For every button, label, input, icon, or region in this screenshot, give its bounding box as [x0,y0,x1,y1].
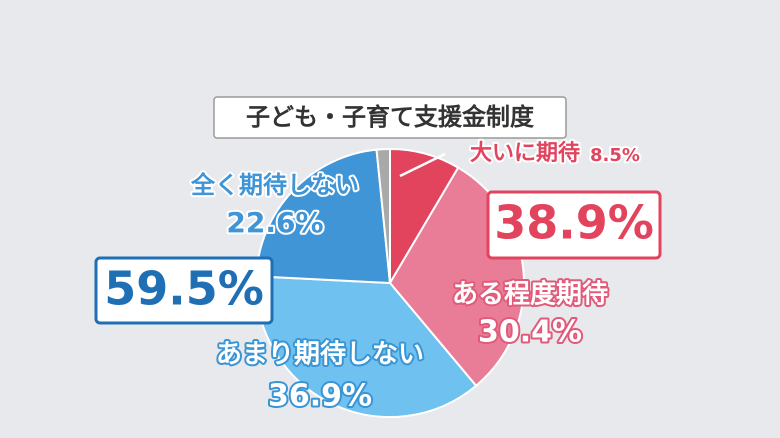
title-box [213,96,567,139]
sum-label: 59.5% [104,262,264,316]
sum-box [486,190,662,260]
value-label: 8.5% [590,145,640,166]
slice-label: ある程度期待 [452,279,608,310]
leader-line [399,152,446,178]
slice-label: 大いに期待 [470,140,580,166]
value-label: 36.9% [268,379,372,414]
value-label: 30.4% [478,315,582,350]
pie-slice [375,147,391,284]
chart-title: 子ども・子育て支援金制度 [246,103,535,131]
sum-box [94,256,274,325]
value-label: 22.6% [226,206,323,239]
slice-label: あまり期待しない [216,340,424,370]
sum-label: 38.9% [494,196,654,250]
slice-label: 全く期待しない [190,171,359,199]
